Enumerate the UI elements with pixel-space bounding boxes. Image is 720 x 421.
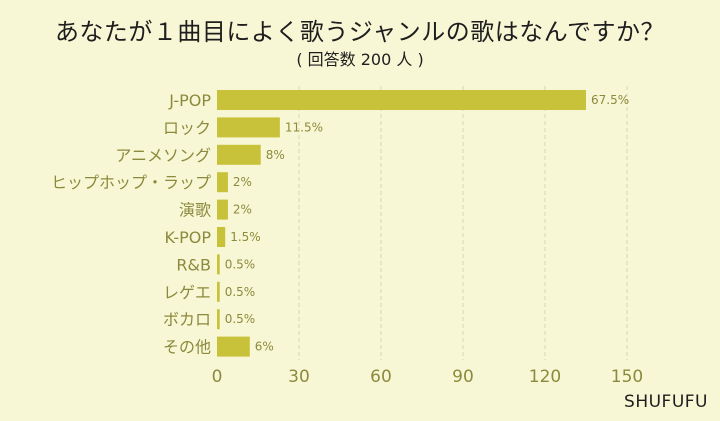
category-label: アニメソング — [115, 146, 211, 165]
data-label: 0.5% — [225, 312, 256, 326]
chart-title: あなたが１曲目によく歌うジャンルの歌はなんですか？ — [54, 18, 666, 46]
category-label: ロック — [163, 118, 211, 137]
data-label: 0.5% — [225, 257, 256, 271]
category-label: K-POP — [165, 228, 212, 247]
brand-logo-text: SHUFUFU — [624, 392, 708, 412]
bar — [217, 90, 586, 110]
x-tick-label: 90 — [452, 367, 474, 387]
data-label: 11.5% — [285, 120, 323, 134]
category-label: 演歌 — [179, 201, 211, 220]
bar — [217, 254, 220, 275]
x-tick-label: 150 — [611, 367, 643, 387]
bar — [217, 309, 220, 330]
data-label: 67.5% — [591, 93, 629, 107]
data-label: 1.5% — [230, 230, 261, 244]
bar — [217, 172, 228, 193]
x-tick-label: 60 — [370, 367, 392, 387]
category-label: ボカロ — [163, 310, 211, 329]
data-label: 2% — [233, 203, 252, 217]
bar — [217, 227, 226, 247]
category-label: ヒップホップ・ラップ — [51, 173, 211, 192]
data-label: 6% — [255, 340, 274, 354]
data-label: 0.5% — [225, 285, 256, 299]
data-label: 2% — [233, 175, 252, 189]
x-tick-label: 0 — [212, 367, 223, 387]
bar — [217, 117, 280, 138]
chart-subtitle: ( 回答数 200 人 ) — [296, 50, 424, 69]
x-tick-label: 120 — [529, 367, 561, 387]
category-label: J-POP — [168, 91, 211, 110]
bar — [217, 199, 228, 220]
category-label: レゲエ — [163, 283, 211, 302]
x-tick-label: 30 — [288, 367, 310, 387]
bar — [217, 144, 261, 165]
data-label: 8% — [266, 148, 285, 162]
category-label: R&B — [176, 255, 211, 274]
bar — [217, 281, 220, 302]
bar — [217, 336, 250, 357]
category-label: その他 — [163, 338, 211, 357]
